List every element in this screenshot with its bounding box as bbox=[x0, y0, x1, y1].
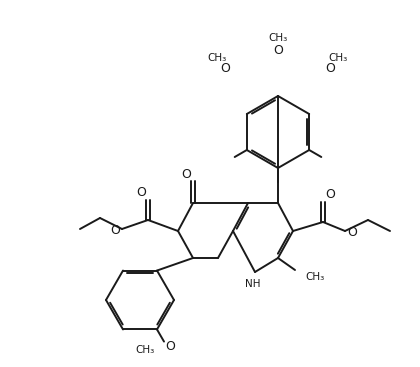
Text: O: O bbox=[325, 189, 335, 201]
Text: CH₃: CH₃ bbox=[305, 272, 324, 282]
Text: O: O bbox=[347, 226, 357, 240]
Text: O: O bbox=[325, 62, 335, 75]
Text: CH₃: CH₃ bbox=[328, 53, 348, 63]
Text: CH₃: CH₃ bbox=[207, 53, 227, 63]
Text: CH₃: CH₃ bbox=[268, 33, 288, 43]
Text: O: O bbox=[110, 225, 120, 237]
Text: O: O bbox=[165, 340, 175, 353]
Text: O: O bbox=[220, 62, 230, 75]
Text: O: O bbox=[136, 186, 146, 200]
Text: O: O bbox=[273, 44, 283, 58]
Text: O: O bbox=[181, 167, 191, 181]
Text: CH₃: CH₃ bbox=[135, 345, 155, 355]
Text: NH: NH bbox=[245, 279, 261, 289]
